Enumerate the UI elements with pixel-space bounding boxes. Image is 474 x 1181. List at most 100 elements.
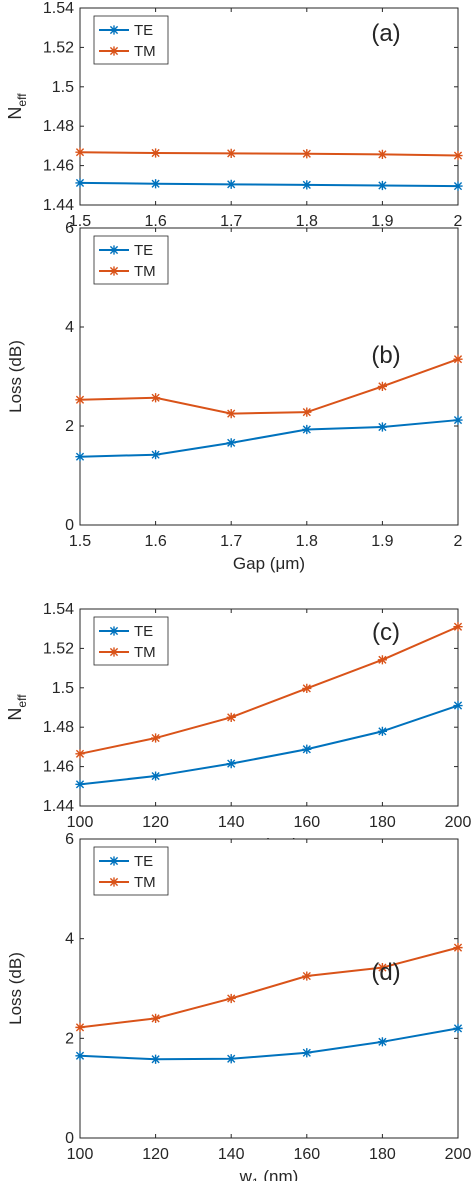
series-tm [75, 622, 463, 759]
x-tick-label: 1.7 [220, 213, 242, 230]
y-axis-label: Neff [5, 694, 29, 721]
series-line-tm [79, 151, 459, 157]
y-tick-label: 4 [65, 319, 74, 336]
legend: TE TM [93, 616, 169, 666]
y-tick-label: 6 [65, 831, 74, 848]
data-point-te [151, 771, 161, 781]
x-tick-label: 200 [445, 1146, 472, 1163]
panel-4: 100 120 140 160 180 200 0 2 4 6 w1 (nm) Loss (dB) TE… [6, 831, 471, 1181]
x-axis-label-end: (nm) [259, 1167, 299, 1181]
y-tick-label: 2 [65, 418, 74, 435]
data-point-te [302, 180, 312, 190]
x-tick-label: 1.6 [144, 533, 166, 550]
data-point-tm [377, 381, 387, 391]
x-tick-label: 1.7 [220, 533, 242, 550]
legend: TE TM [93, 235, 169, 285]
series-line-te [79, 419, 459, 458]
x-tick-label: 120 [142, 814, 169, 831]
data-point-te [377, 726, 387, 736]
y-tick-label: 1.52 [43, 640, 74, 657]
legend-label: TM [134, 43, 156, 60]
y-tick-label: 4 [65, 931, 74, 948]
series-te [75, 178, 463, 191]
series-te [75, 1023, 463, 1064]
series-tm [75, 354, 463, 419]
legend-marker [109, 46, 119, 56]
series-line-tm [79, 946, 459, 1029]
data-point-te [151, 1054, 161, 1064]
x-tick-label: 1.5 [69, 213, 91, 230]
data-point-te [151, 179, 161, 189]
x-tick-label: 180 [369, 1146, 396, 1163]
x-tick-label: 1.5 [69, 533, 91, 550]
y-axis-label-main: N [5, 708, 25, 721]
x-tick-label: 160 [293, 814, 320, 831]
panel-3: 100 120 140 160 180 200 1.44 1.46 1.48 1.5 1.52 1.5… [5, 601, 471, 858]
y-tick-label: 0 [65, 517, 74, 534]
data-point-tm [151, 1013, 161, 1023]
x-tick-label: 200 [445, 814, 472, 831]
legend-label: TE [134, 853, 153, 870]
series-line-tm [79, 358, 459, 415]
data-point-te [226, 759, 236, 769]
y-tick-label: 1.46 [43, 759, 74, 776]
data-point-tm [302, 683, 312, 693]
panel-1: 1.51.61.71.81.921.441.461.481.51.521.54g… [5, 0, 463, 253]
data-point-te [377, 180, 387, 191]
data-point-te [302, 744, 312, 754]
data-point-te [302, 1048, 312, 1058]
data-point-tm [226, 409, 236, 419]
x-tick-label: 120 [142, 1146, 169, 1163]
series-te [75, 700, 463, 789]
data-point-tm [453, 150, 463, 161]
legend-label: TE [134, 242, 153, 259]
data-point-tm [377, 655, 387, 665]
data-point-te [453, 181, 463, 191]
data-point-tm [226, 148, 236, 158]
series-tm [75, 147, 463, 161]
y-axis-label-subscript: eff [15, 93, 29, 107]
data-point-te [75, 1051, 85, 1061]
x-tick-label: 140 [218, 814, 245, 831]
data-point-te [377, 1037, 387, 1047]
data-point-tm [453, 354, 463, 364]
x-axis-label-main: w [239, 1167, 253, 1181]
y-tick-label: 1.44 [43, 197, 74, 214]
legend-marker [109, 266, 119, 276]
legend-box [93, 235, 169, 285]
x-tick-label: 1.8 [296, 533, 318, 550]
y-axis-label-subscript: eff [15, 694, 29, 708]
x-tick-label: 1.8 [296, 213, 318, 230]
x-axis-label-symbol: μ [275, 554, 285, 573]
panel-label: (d) [371, 959, 400, 986]
data-point-tm [302, 149, 312, 159]
legend-marker [109, 626, 119, 636]
data-point-te [226, 1054, 236, 1064]
legend-label: TE [134, 22, 153, 39]
data-point-te [226, 438, 236, 448]
y-axis-label: Loss (dB) [6, 340, 25, 413]
x-tick-label: 1.6 [144, 213, 166, 230]
data-point-tm [75, 147, 85, 157]
panel-label: (a) [371, 20, 400, 47]
x-axis-label-end: m) [285, 554, 305, 573]
legend-label: TE [134, 623, 153, 640]
x-tick-label: 1.9 [371, 533, 393, 550]
data-point-tm [453, 622, 463, 632]
data-point-te [75, 779, 85, 789]
y-tick-label: 1.5 [52, 79, 74, 96]
x-tick-label: 160 [293, 1146, 320, 1163]
y-tick-label: 6 [65, 220, 74, 237]
y-tick-label: 1.54 [43, 601, 74, 618]
data-point-tm [151, 733, 161, 743]
x-axis-label-subscript: 1 [252, 1176, 259, 1181]
x-axis-label: w1 (nm) [239, 1167, 299, 1181]
y-tick-label: 0 [65, 1130, 74, 1147]
y-axis-label-main: N [5, 107, 25, 120]
legend-box [93, 616, 169, 666]
y-tick-label: 1.48 [43, 118, 74, 135]
legend-marker [109, 877, 119, 887]
y-tick-label: 1.52 [43, 39, 74, 56]
legend-label: TM [134, 874, 156, 891]
